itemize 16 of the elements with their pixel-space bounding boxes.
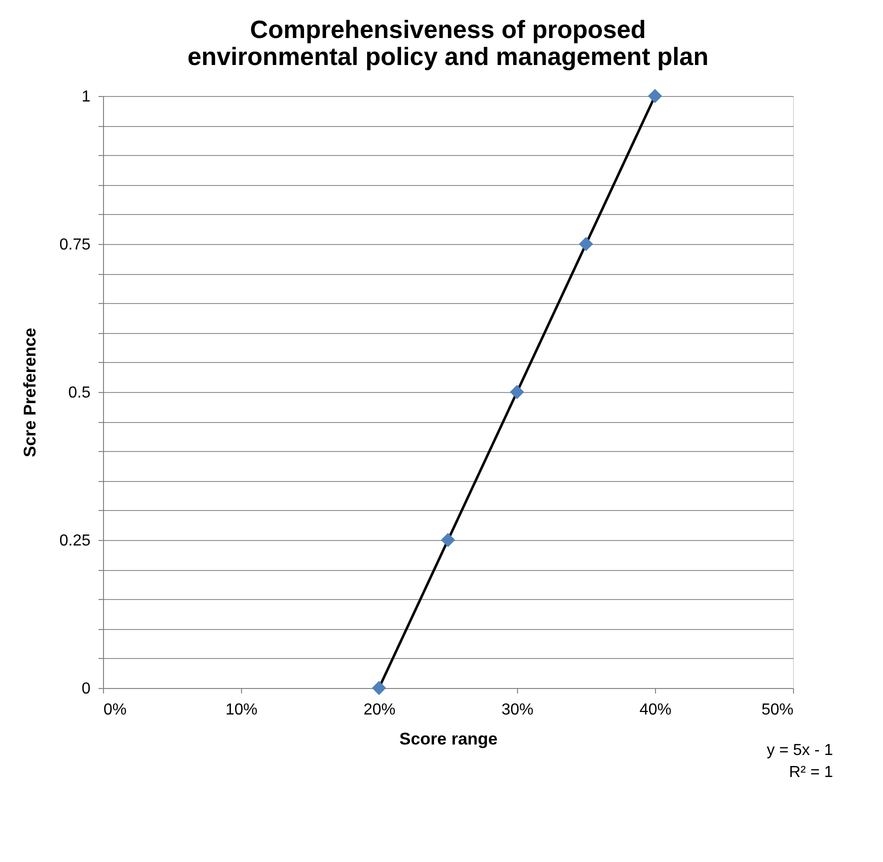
y-tick-label: 0.5 (68, 384, 91, 402)
y-tick-label: 0 (82, 680, 91, 698)
x-tick-label: 0% (104, 702, 127, 718)
x-tick-label: 40% (639, 702, 672, 718)
y-axis-title: Scre Preference (20, 328, 40, 458)
y-tick-label: 1 (82, 88, 91, 106)
x-tick-label: 20% (363, 702, 396, 718)
chart-title: Comprehensiveness of proposed environmental policy and management plan (188, 16, 708, 71)
y-tick-label: 0.75 (59, 236, 91, 254)
text: y = 5x - 1 (766, 742, 834, 759)
x-axis-title: Score range (399, 730, 498, 748)
y-tick-label: 0.25 (59, 532, 91, 550)
x-tick-label: 50% (761, 702, 794, 718)
x-tick-label: 10% (225, 702, 258, 718)
x-tick-label: 30% (501, 702, 534, 718)
text: R² = 1 (788, 764, 834, 781)
